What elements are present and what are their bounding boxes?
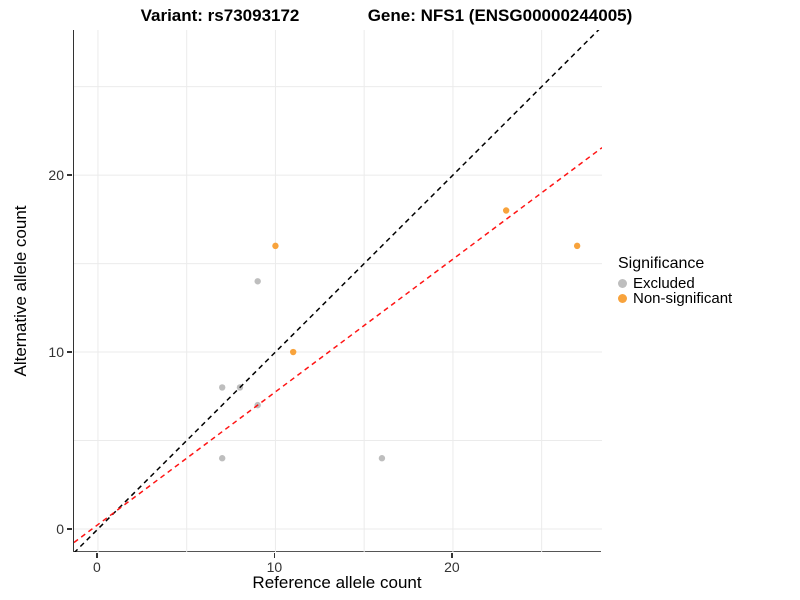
- plot-title-variant: Variant: rs73093172: [140, 6, 300, 25]
- data-point-non-significant: [502, 207, 510, 214]
- y-tick-mark: [67, 351, 72, 353]
- data-point-excluded: [218, 384, 226, 391]
- legend-label: Excluded: [633, 275, 695, 292]
- x-tick-mark: [451, 553, 453, 558]
- data-point-excluded: [218, 455, 226, 462]
- fit-line: [74, 147, 602, 544]
- data-point-non-significant: [289, 348, 297, 356]
- y-axis-title: Alternative allele count: [11, 205, 30, 377]
- legend: Significance Excluded Non-significant: [618, 255, 733, 307]
- data-point-excluded: [254, 278, 261, 285]
- data-point-non-significant: [573, 242, 581, 250]
- legend-label: Non-significant: [633, 290, 733, 307]
- x-tick-mark: [96, 553, 98, 558]
- plot-canvas: [74, 30, 602, 552]
- y-tick-mark: [67, 174, 72, 176]
- y-tick-mark: [67, 528, 72, 530]
- y-tick-label: 0: [56, 520, 64, 537]
- x-tick-label: 10: [266, 559, 283, 575]
- plot-panel: [73, 30, 602, 552]
- legend-swatch-icon: [618, 294, 627, 303]
- x-tick-mark: [273, 553, 276, 558]
- x-tick-label: 20: [444, 559, 460, 575]
- y-tick-label: 10: [48, 344, 64, 361]
- legend-items: Excluded Non-significant: [618, 275, 733, 307]
- data-point-non-significant: [272, 242, 279, 250]
- legend-swatch-icon: [618, 279, 627, 288]
- legend-item-excluded: Excluded: [618, 275, 732, 292]
- plot-title-gene: Gene: NFS1 (ENSG00000244005): [367, 6, 633, 25]
- identity-line: [74, 30, 600, 552]
- legend-item-non-significant: Non-significant: [618, 290, 733, 307]
- y-tick-label: 20: [48, 167, 64, 184]
- x-axis-title: Reference allele count: [252, 573, 422, 592]
- data-point-excluded: [378, 455, 386, 462]
- legend-title: Significance: [618, 255, 705, 272]
- x-tick-label: 0: [93, 559, 101, 575]
